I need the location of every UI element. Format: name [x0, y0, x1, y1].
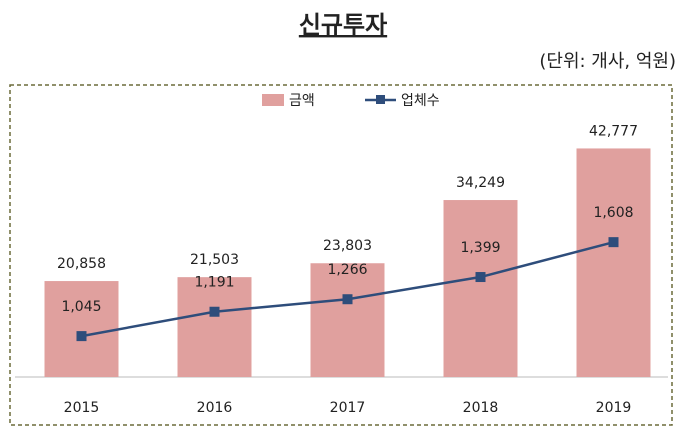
chart-title: 신규투자	[299, 11, 387, 39]
legend-marker	[376, 95, 385, 104]
line-value-label: 1,608	[593, 205, 633, 221]
line-marker	[608, 237, 619, 248]
x-tick-label: 2016	[197, 400, 233, 416]
line-value-label: 1,045	[61, 299, 101, 315]
chart-frame	[9, 84, 673, 426]
bar	[310, 263, 385, 377]
legend-label: 업체수	[401, 93, 440, 109]
x-tick-label: 2018	[463, 400, 499, 416]
line-marker	[475, 272, 486, 283]
x-tick-label: 2015	[64, 400, 100, 416]
x-tick-label: 2017	[330, 400, 366, 416]
bar-value-label: 34,249	[456, 175, 505, 191]
line-value-label: 1,266	[327, 262, 367, 278]
bar	[177, 277, 252, 377]
bar-value-label: 20,858	[57, 256, 106, 272]
line-marker	[209, 306, 220, 317]
x-tick-label: 2019	[596, 400, 632, 416]
line-marker	[342, 294, 353, 305]
unit-note: (단위: 개사, 억원)	[539, 51, 676, 72]
line-value-label: 1,191	[194, 275, 234, 291]
legend-swatch	[262, 94, 284, 106]
bar	[44, 281, 119, 377]
line-marker	[76, 331, 87, 342]
bar	[576, 148, 651, 377]
bar-value-label: 21,503	[190, 252, 239, 268]
bar-value-label: 23,803	[323, 238, 372, 254]
legend-label: 금액	[289, 93, 315, 109]
bar	[443, 200, 518, 377]
bar-value-label: 42,777	[589, 123, 638, 139]
line-value-label: 1,399	[460, 240, 500, 256]
